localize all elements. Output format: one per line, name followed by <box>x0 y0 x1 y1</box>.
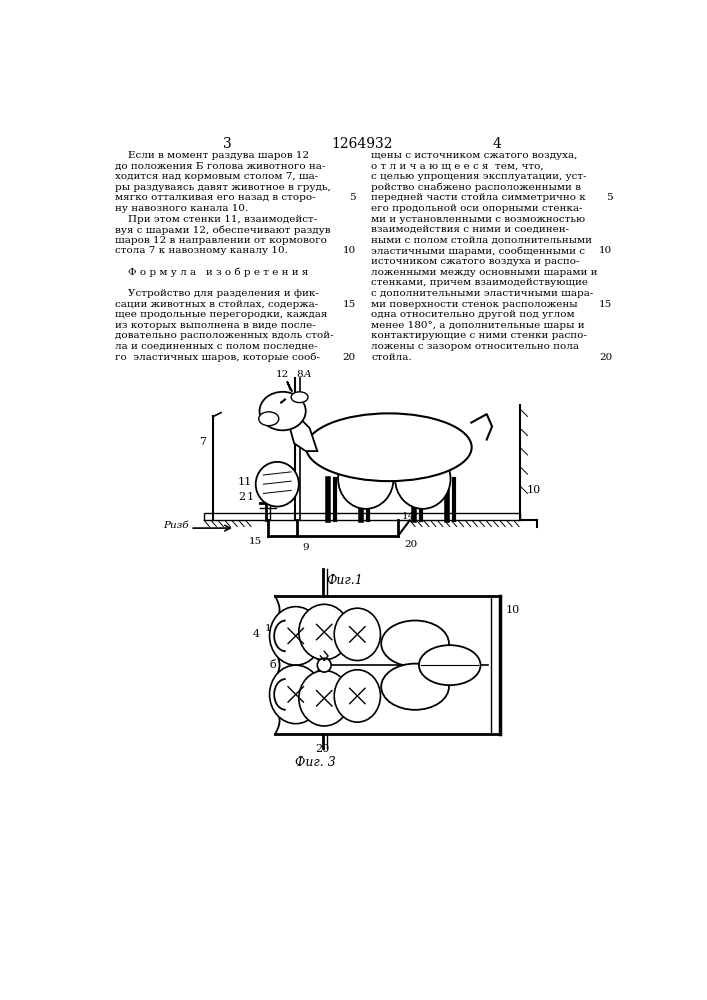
Text: 3: 3 <box>332 715 339 724</box>
Text: 5: 5 <box>349 193 356 202</box>
Text: 15: 15 <box>599 300 612 309</box>
Ellipse shape <box>259 412 279 426</box>
Text: источником сжатого воздуха и распо-: источником сжатого воздуха и распо- <box>371 257 580 266</box>
Text: ры раздуваясь давят животное в грудь,: ры раздуваясь давят животное в грудь, <box>115 183 331 192</box>
Text: довательно расположенных вдоль стой-: довательно расположенных вдоль стой- <box>115 331 334 340</box>
Text: с целью упрощения эксплуатации, уст-: с целью упрощения эксплуатации, уст- <box>371 172 587 181</box>
Text: ложены с зазором относительно пола: ложены с зазором относительно пола <box>371 342 579 351</box>
Text: 15: 15 <box>343 300 356 309</box>
Text: 5: 5 <box>361 631 368 641</box>
Text: 20: 20 <box>315 744 329 754</box>
Text: Ризб: Ризб <box>163 521 189 530</box>
Text: ройство снабжено расположенными в: ройство снабжено расположенными в <box>371 183 581 192</box>
Text: 3: 3 <box>370 454 377 464</box>
Text: сации животных в стойлах, содержа-: сации животных в стойлах, содержа- <box>115 300 318 309</box>
Text: го  эластичных шаров, которые сооб-: го эластичных шаров, которые сооб- <box>115 353 320 362</box>
Text: Фиг.1: Фиг.1 <box>326 574 363 587</box>
Text: ми и установленными с возможностью: ми и установленными с возможностью <box>371 215 585 224</box>
Text: 9: 9 <box>303 544 309 552</box>
Text: стенками, причем взаимодействующие: стенками, причем взаимодействующие <box>371 278 588 287</box>
Ellipse shape <box>334 608 380 661</box>
Text: ми поверхности стенок расположены: ми поверхности стенок расположены <box>371 300 578 309</box>
Ellipse shape <box>381 664 449 710</box>
Text: 20: 20 <box>343 353 356 362</box>
Text: 10: 10 <box>599 246 612 255</box>
Text: его продольной оси опорными стенка-: его продольной оси опорными стенка- <box>371 204 583 213</box>
Text: 3: 3 <box>223 137 232 151</box>
Ellipse shape <box>381 620 449 667</box>
Ellipse shape <box>334 670 380 722</box>
Polygon shape <box>288 416 317 451</box>
Text: ложенными между основными шарами и: ложенными между основными шарами и <box>371 268 597 277</box>
Text: 15: 15 <box>249 537 262 546</box>
Ellipse shape <box>291 392 308 403</box>
Text: 5: 5 <box>606 193 612 202</box>
Ellipse shape <box>395 449 450 509</box>
Text: 7: 7 <box>199 437 206 447</box>
Ellipse shape <box>317 658 331 672</box>
Text: Устройство для разделения и фик-: Устройство для разделения и фик- <box>115 289 319 298</box>
Text: A: A <box>303 370 311 379</box>
Text: 10: 10 <box>506 605 520 615</box>
Text: вуя с шарами 12, обеспечивают раздув: вуя с шарами 12, обеспечивают раздув <box>115 225 330 235</box>
Ellipse shape <box>338 449 394 509</box>
Text: мягко отталкивая его назад в сторо-: мягко отталкивая его назад в сторо- <box>115 193 315 202</box>
Text: 12: 12 <box>305 713 319 722</box>
Ellipse shape <box>419 645 481 685</box>
Text: 20: 20 <box>404 540 418 549</box>
Ellipse shape <box>269 607 322 665</box>
Text: 1: 1 <box>247 492 254 502</box>
Ellipse shape <box>269 665 322 724</box>
Text: 4: 4 <box>365 701 372 710</box>
Text: шаров 12 в направлении от кормового: шаров 12 в направлении от кормового <box>115 236 327 245</box>
Text: с дополнительными эластичными шара-: с дополнительными эластичными шара- <box>371 289 594 298</box>
Ellipse shape <box>259 392 305 430</box>
Text: ла и соединенных с полом последне-: ла и соединенных с полом последне- <box>115 342 317 351</box>
Bar <box>204 513 520 520</box>
Text: 11: 11 <box>238 477 252 487</box>
Text: щее продольные перегородки, каждая: щее продольные перегородки, каждая <box>115 310 327 319</box>
Text: о т л и ч а ю щ е е с я  тем, что,: о т л и ч а ю щ е е с я тем, что, <box>371 161 544 170</box>
Text: ными с полом стойла дополнительными: ными с полом стойла дополнительными <box>371 236 592 245</box>
Text: 20: 20 <box>599 353 612 362</box>
Text: взаимодействия с ними и соединен-: взаимодействия с ними и соединен- <box>371 225 569 234</box>
Text: Фиг. 3: Фиг. 3 <box>295 756 335 769</box>
Text: ходится над кормовым столом 7, ша-: ходится над кормовым столом 7, ша- <box>115 172 318 181</box>
Text: 2: 2 <box>238 492 246 502</box>
Text: 14: 14 <box>402 512 415 521</box>
Text: 11: 11 <box>265 624 278 633</box>
Text: стола 7 к навозному каналу 10.: стола 7 к навозному каналу 10. <box>115 246 288 255</box>
Text: контактирующие с ними стенки распо-: контактирующие с ними стенки распо- <box>371 331 587 340</box>
Text: При этом стенки 11, взаимодейст-: При этом стенки 11, взаимодейст- <box>115 215 317 224</box>
Ellipse shape <box>256 462 299 507</box>
Text: щены с источником сжатого воздуха,: щены с источником сжатого воздуха, <box>371 151 578 160</box>
Text: менее 180°, а дополнительные шары и: менее 180°, а дополнительные шары и <box>371 321 585 330</box>
Text: б: б <box>270 660 276 670</box>
Text: 6: 6 <box>385 631 392 641</box>
Ellipse shape <box>299 671 350 726</box>
Text: 4: 4 <box>252 629 259 639</box>
Text: 4: 4 <box>429 454 436 464</box>
Text: 10: 10 <box>527 485 541 495</box>
Text: до положения Б голова животного на-: до положения Б голова животного на- <box>115 161 325 170</box>
Ellipse shape <box>306 413 472 481</box>
Ellipse shape <box>299 604 350 660</box>
Text: одна относительно другой под углом: одна относительно другой под углом <box>371 310 575 319</box>
Text: 10: 10 <box>343 246 356 255</box>
Text: 8: 8 <box>296 370 303 379</box>
Text: 12: 12 <box>276 370 288 379</box>
Text: передней части стойла симметрично к: передней части стойла симметрично к <box>371 193 586 202</box>
Text: Если в момент раздува шаров 12: Если в момент раздува шаров 12 <box>115 151 309 160</box>
Text: ну навозного канала 10.: ну навозного канала 10. <box>115 204 248 213</box>
Text: 1264932: 1264932 <box>331 137 392 151</box>
Text: 4: 4 <box>492 137 501 151</box>
Text: из которых выполнена в виде после-: из которых выполнена в виде после- <box>115 321 315 330</box>
Text: стойла.: стойла. <box>371 353 411 362</box>
Text: Ф о р м у л а   и з о б р е т е н и я: Ф о р м у л а и з о б р е т е н и я <box>115 268 308 277</box>
Text: эластичными шарами, сообщенными с: эластичными шарами, сообщенными с <box>371 246 585 256</box>
